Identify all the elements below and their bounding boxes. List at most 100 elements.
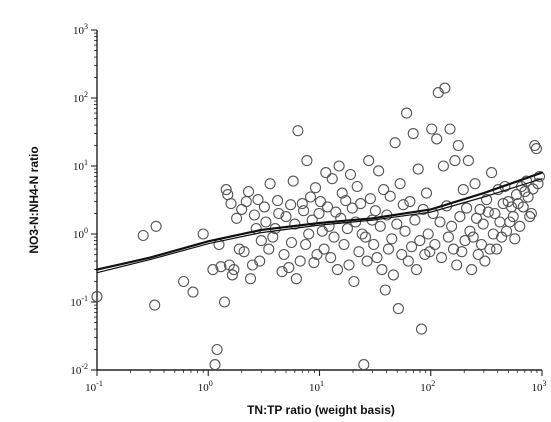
- data-point: [371, 252, 383, 264]
- data-point: [397, 199, 409, 211]
- data-point: [303, 228, 315, 240]
- data-point: [255, 235, 267, 247]
- data-point: [254, 255, 266, 267]
- x-tick-label: 100: [198, 379, 213, 394]
- data-point: [412, 163, 424, 175]
- data-point: [346, 202, 358, 214]
- data-point: [519, 186, 531, 198]
- data-point: [321, 201, 334, 213]
- data-point: [462, 155, 474, 167]
- data-point: [218, 296, 231, 308]
- data-point: [382, 243, 395, 255]
- data-point: [355, 198, 367, 210]
- data-point: [389, 137, 401, 149]
- data-point: [406, 241, 418, 253]
- data-point: [530, 143, 542, 155]
- data-point: [292, 125, 304, 137]
- data-point: [264, 178, 276, 190]
- y-tick-label: 101: [73, 158, 88, 173]
- data-point: [318, 243, 330, 255]
- x-tick-label: 10-1: [85, 379, 103, 394]
- data-point: [456, 246, 468, 258]
- data-point: [517, 201, 529, 213]
- data-point: [454, 211, 466, 223]
- y-axis-title: NO3-N:NH4-N ratio: [27, 146, 41, 253]
- data-point: [486, 167, 498, 179]
- data-point: [376, 264, 388, 276]
- data-point: [358, 359, 370, 371]
- data-point: [369, 205, 381, 217]
- data-point: [294, 255, 306, 267]
- data-point: [394, 178, 406, 190]
- data-point: [309, 182, 322, 194]
- data-point: [514, 220, 526, 232]
- data-point: [351, 180, 363, 193]
- data-point: [407, 128, 419, 140]
- data-point: [387, 269, 399, 281]
- fit-line-2: [96, 178, 543, 274]
- data-point: [404, 196, 416, 208]
- data-point: [386, 233, 398, 245]
- data-point: [481, 194, 493, 206]
- data-point: [482, 206, 494, 218]
- data-point: [474, 203, 486, 215]
- data-point: [336, 187, 348, 199]
- data-point: [260, 216, 272, 228]
- data-point: [384, 190, 396, 202]
- data-point: [341, 223, 353, 235]
- data-point: [477, 218, 489, 230]
- data-point: [209, 359, 221, 371]
- data-point: [244, 273, 257, 285]
- data-point: [304, 191, 317, 203]
- data-point: [207, 264, 219, 276]
- data-point: [320, 167, 332, 179]
- y-tick-label: 10-1: [70, 294, 88, 309]
- data-point: [313, 207, 325, 220]
- data-point: [422, 228, 434, 240]
- data-point: [242, 186, 255, 198]
- data-point: [300, 238, 312, 251]
- data-point: [469, 178, 481, 190]
- data-point: [283, 262, 295, 274]
- data-point: [426, 123, 438, 135]
- y-tick-label: 10-2: [70, 362, 88, 377]
- data-point: [452, 139, 464, 152]
- data-point: [272, 195, 284, 207]
- data-point: [522, 191, 534, 203]
- data-point: [396, 248, 408, 261]
- data-point: [399, 225, 411, 237]
- fit-lines: [95, 171, 544, 274]
- data-point: [150, 220, 162, 232]
- data-point: [479, 255, 491, 267]
- data-point: [258, 201, 270, 213]
- y-tick-label: 102: [73, 90, 88, 105]
- data-point: [338, 238, 350, 251]
- fit-line-1: [95, 171, 544, 271]
- data-point: [238, 246, 250, 258]
- data-point: [328, 231, 340, 243]
- data-point: [410, 264, 423, 276]
- data-point: [402, 255, 414, 267]
- data-point: [228, 264, 240, 276]
- tick-labels: 10-1 100 101 102 103 10-2 10-1 100 101 102 103: [70, 22, 546, 394]
- data-point: [280, 211, 292, 223]
- data-point: [461, 202, 473, 214]
- data-point: [444, 123, 456, 135]
- data-point: [532, 178, 544, 190]
- data-point: [451, 259, 463, 271]
- data-point: [149, 299, 161, 311]
- data-point: [220, 184, 232, 196]
- data-point: [359, 231, 372, 243]
- data-point: [494, 216, 506, 228]
- data-point: [472, 248, 484, 261]
- data-point: [330, 206, 342, 218]
- data-point: [447, 243, 460, 255]
- data-point: [215, 261, 227, 273]
- data-point: [368, 238, 380, 251]
- data-point: [420, 187, 433, 199]
- data-point: [491, 243, 503, 255]
- data-point: [429, 238, 441, 251]
- data-point: [391, 218, 403, 230]
- data-point: [344, 168, 357, 181]
